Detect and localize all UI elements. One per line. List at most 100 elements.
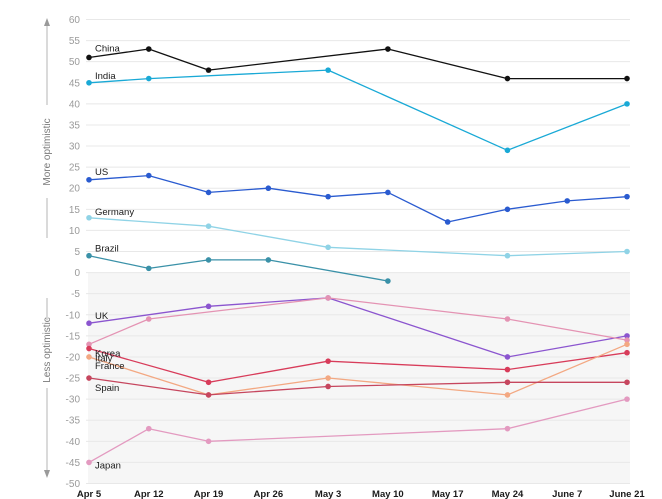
x-tick-label: Apr 5 — [77, 489, 102, 499]
data-point-japan — [145, 425, 152, 432]
series-india — [86, 67, 630, 154]
x-tick-label: Apr 26 — [254, 489, 284, 499]
data-point-brazil — [205, 257, 212, 263]
series-label-us: US — [95, 167, 108, 178]
series-us — [86, 172, 630, 225]
data-point-us — [385, 189, 391, 196]
series-japan — [86, 396, 630, 466]
x-tick-label: May 10 — [372, 489, 404, 499]
data-point-brazil — [86, 252, 92, 259]
y-tick-label: -5 — [71, 289, 80, 300]
series-group — [86, 46, 630, 466]
y-tick-label: -10 — [66, 310, 81, 321]
series-labels: China India US Germany Brazil UK KoreaItalyFra… — [95, 43, 134, 471]
data-point-us — [145, 172, 152, 179]
data-point-spain — [325, 383, 331, 390]
y-tick-label: 35 — [69, 120, 81, 131]
down-arrow-icon — [44, 470, 50, 478]
data-point-us — [504, 206, 511, 213]
data-point-china — [205, 67, 212, 73]
data-point-japan — [86, 459, 92, 466]
more-optimistic-label: More optimistic — [42, 118, 53, 185]
data-point-us — [265, 185, 272, 192]
data-point-italy — [624, 349, 630, 356]
data-point-france — [86, 354, 92, 360]
y-axis-ticks: 605550454035302520151050-5-10-15-20-25-3… — [66, 15, 81, 490]
data-point-india — [86, 79, 92, 86]
data-point-china — [624, 75, 630, 82]
data-point-korea — [325, 295, 331, 301]
data-point-uk — [624, 333, 630, 339]
data-point-us — [86, 176, 92, 183]
y-axis-side-labels: More optimistic Less optimistic — [42, 18, 53, 478]
data-point-us — [205, 189, 212, 196]
y-tick-label: 55 — [69, 36, 81, 47]
data-point-uk — [205, 303, 212, 310]
data-point-korea — [504, 316, 511, 322]
data-point-india — [624, 101, 630, 107]
less-optimistic-label: Less optimistic — [42, 317, 53, 383]
x-tick-label: June 21 — [609, 489, 645, 499]
data-point-italy — [86, 345, 92, 352]
data-point-china — [385, 46, 391, 52]
data-point-italy — [504, 366, 511, 373]
data-point-italy — [205, 379, 212, 386]
data-point-korea — [145, 316, 152, 322]
data-point-brazil — [385, 278, 391, 284]
series-line-india — [88, 69, 628, 151]
data-point-us — [564, 198, 571, 204]
series-label-france: France — [95, 361, 125, 372]
data-point-china — [86, 54, 92, 61]
series-italy — [86, 345, 630, 386]
data-point-china — [145, 46, 152, 52]
series-label-india: India — [95, 71, 116, 82]
data-point-france — [624, 341, 630, 348]
data-point-china — [504, 75, 511, 82]
y-tick-label: -40 — [66, 437, 81, 448]
data-point-germany — [325, 244, 331, 251]
data-point-india — [145, 75, 152, 82]
y-tick-label: 20 — [69, 184, 81, 195]
x-tick-label: Apr 12 — [134, 489, 164, 499]
series-label-brazil: Brazil — [95, 244, 119, 255]
series-brazil — [86, 252, 391, 284]
x-tick-label: May 3 — [315, 489, 341, 499]
x-tick-label: Apr 19 — [194, 489, 224, 499]
up-arrow-icon — [44, 18, 50, 26]
series-label-korea: Korea — [95, 348, 121, 359]
x-tick-label: June 7 — [552, 489, 582, 499]
y-tick-label: 45 — [69, 78, 81, 89]
data-point-germany — [624, 248, 630, 255]
y-tick-label: 10 — [69, 226, 81, 237]
data-point-us — [325, 193, 331, 200]
data-point-us — [444, 219, 451, 225]
data-point-korea — [86, 341, 92, 348]
data-point-spain — [624, 379, 630, 386]
y-tick-label: -20 — [66, 352, 81, 363]
x-axis-ticks: Apr 5 Apr 12 Apr 19 Apr 26 May 3 May 10 May 17… — [77, 489, 646, 499]
y-tick-label: 60 — [69, 15, 81, 26]
series-china — [86, 46, 630, 82]
data-point-uk — [86, 320, 92, 327]
series-line-germany — [88, 217, 628, 257]
data-point-france — [504, 392, 511, 398]
series-label-germany: Germany — [95, 207, 134, 218]
series-korea — [86, 295, 630, 348]
data-point-india — [504, 147, 511, 154]
series-spain — [86, 375, 630, 398]
y-tick-label: 0 — [74, 268, 80, 279]
data-point-brazil — [145, 265, 152, 272]
data-point-germany — [205, 223, 212, 229]
data-point-uk — [504, 354, 511, 360]
data-point-brazil — [265, 257, 272, 263]
data-point-germany — [86, 214, 92, 221]
y-tick-label: 25 — [69, 163, 81, 174]
data-point-spain — [205, 392, 212, 398]
series-label-italy: Italy — [95, 354, 113, 365]
data-point-japan — [504, 425, 511, 432]
y-tick-label: 30 — [69, 142, 81, 153]
y-tick-label: 40 — [69, 99, 81, 110]
x-tick-label: May 17 — [432, 489, 464, 499]
y-tick-label: -25 — [66, 374, 81, 385]
